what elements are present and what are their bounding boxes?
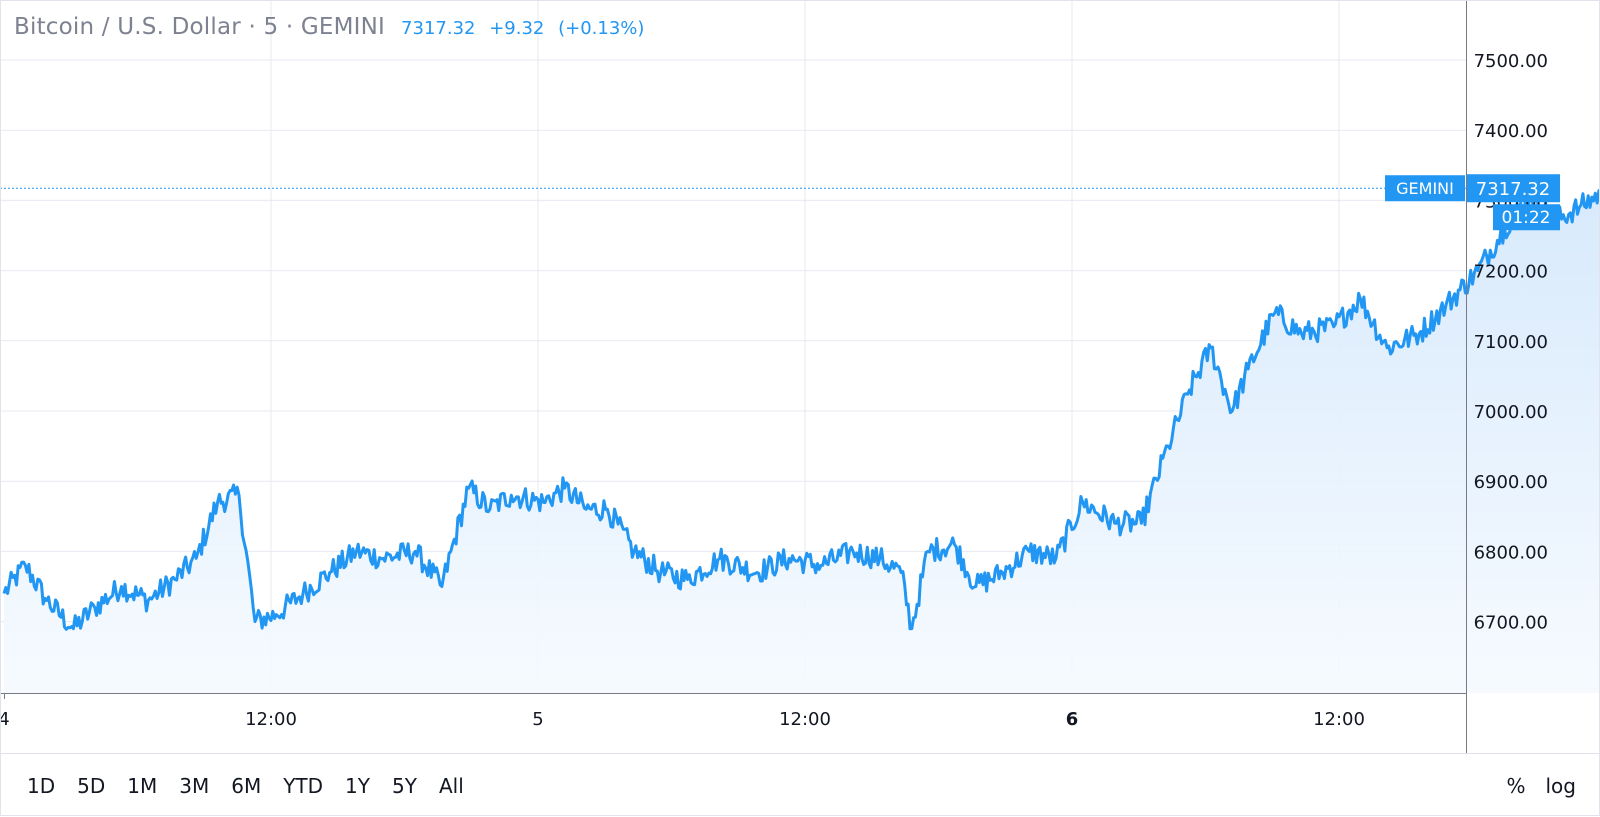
- last-price: 7317.32: [401, 18, 476, 39]
- source-tag: [1385, 175, 1465, 202]
- range-button-1m[interactable]: 1M: [127, 774, 158, 798]
- interval: 5: [263, 14, 279, 40]
- area-fill: [4, 190, 1600, 693]
- range-button-1y[interactable]: 1Y: [345, 774, 370, 798]
- title-separator: ·: [285, 14, 294, 40]
- x-tick-label: 5: [532, 709, 543, 730]
- range-button-3m[interactable]: 3M: [179, 774, 210, 798]
- symbol-name: Bitcoin / U.S. Dollar: [14, 14, 241, 40]
- range-toolbar: 1D 5D 1M 3M 6M YTD 1Y 5Y All % log: [0, 753, 1600, 817]
- percent-scale-button[interactable]: %: [1506, 774, 1526, 798]
- x-tick-label: 12:00: [779, 709, 831, 730]
- scale-buttons: % log: [1496, 772, 1586, 800]
- y-tick-label: 6800.00: [1474, 542, 1548, 563]
- log-scale-button[interactable]: log: [1545, 774, 1577, 798]
- y-tick-label: 7200.00: [1474, 262, 1548, 283]
- countdown-tag: [1493, 204, 1560, 231]
- source-tag-label: GEMINI: [1396, 179, 1454, 198]
- price-chart[interactable]: 6700.00 6800.00 6900.00 7000.00 7100.00 7200.…: [0, 0, 1600, 753]
- range-button-all[interactable]: All: [438, 774, 464, 798]
- x-tick-label: 4: [0, 709, 10, 730]
- range-button-1d[interactable]: 1D: [27, 774, 56, 798]
- countdown-tag-label: 01:22: [1502, 208, 1551, 228]
- range-buttons: 1D 5D 1M 3M 6M YTD 1Y 5Y All: [16, 772, 475, 800]
- y-tick-label: 7400.00: [1474, 121, 1548, 142]
- range-button-5y[interactable]: 5Y: [392, 774, 417, 798]
- last-price-tag: [1467, 174, 1560, 203]
- price-change: +9.32: [489, 18, 545, 39]
- x-tick-label: 6: [1066, 709, 1079, 730]
- y-tick-label: 6700.00: [1474, 613, 1548, 634]
- exchange: GEMINI: [300, 14, 386, 40]
- x-tick-label: 12:00: [1313, 709, 1365, 730]
- range-button-5d[interactable]: 5D: [77, 774, 106, 798]
- price-change-percent: (+0.13%): [558, 18, 645, 39]
- x-tick-label: 12:00: [245, 709, 297, 730]
- title-separator: ·: [248, 14, 256, 40]
- last-price-label: GEMINI 7317.32 01:22: [0, 174, 1560, 231]
- range-button-ytd[interactable]: YTD: [283, 774, 324, 798]
- y-tick-label: 7500.00: [1474, 51, 1548, 72]
- range-button-6m[interactable]: 6M: [231, 774, 262, 798]
- y-tick-label: 7100.00: [1474, 332, 1548, 353]
- chart-header: Bitcoin / U.S. Dollar · 5 · GEMINI 7317.…: [14, 14, 652, 46]
- last-price-tag-label: 7317.32: [1476, 179, 1550, 200]
- price-line: [2, 184, 1600, 631]
- y-tick-label: 7000.00: [1474, 402, 1548, 423]
- series: [2, 184, 1600, 693]
- y-tick-label: 6900.00: [1474, 472, 1548, 493]
- symbol-title[interactable]: Bitcoin / U.S. Dollar · 5 · GEMINI: [14, 14, 385, 40]
- header-values: 7317.32 +9.32 (+0.13%): [401, 18, 652, 39]
